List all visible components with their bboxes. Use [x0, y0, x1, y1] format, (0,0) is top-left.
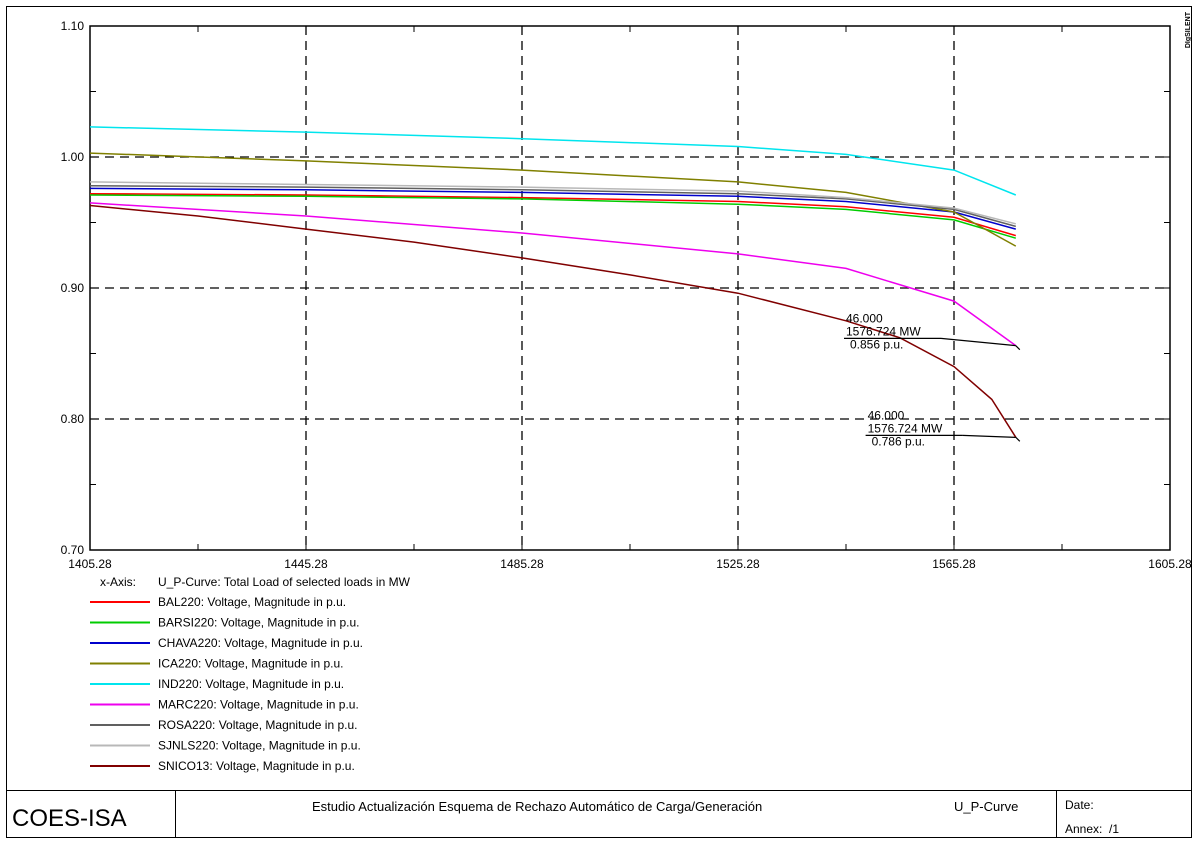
- annotation-text: 46.000: [846, 311, 883, 325]
- grid: [90, 26, 1170, 550]
- annex-label: Annex: /1: [1065, 822, 1119, 836]
- y-tick-label: 1.00: [61, 150, 85, 164]
- legend-label: ROSA220: Voltage, Magnitude in p.u.: [158, 718, 357, 732]
- x-axis-prefix: x-Axis:: [100, 575, 136, 589]
- annotation-leader: [962, 434, 1016, 438]
- x-tick-label: 1485.28: [500, 557, 544, 571]
- annotation-text: 0.786 p.u.: [872, 434, 925, 448]
- x-tick-label: 1445.28: [284, 557, 328, 571]
- annotation-text: 1576.724 MW: [868, 421, 943, 435]
- annotation-leader: [940, 337, 1016, 347]
- y-tick-label: 0.90: [61, 281, 85, 295]
- annotation-tip: [1015, 345, 1021, 351]
- x-tick-label: 1525.28: [716, 557, 760, 571]
- legend-label: ICA220: Voltage, Magnitude in p.u.: [158, 657, 343, 671]
- series-line-1: [89, 194, 1017, 239]
- series-line-0: [89, 192, 1017, 237]
- y-tick-label: 1.10: [61, 19, 85, 33]
- page-name: U_P-Curve: [954, 799, 1019, 814]
- axis-ticks: 1405.28 1445.28 1485.28 1525.28 1565.28 1605.…: [61, 19, 1192, 571]
- plot-frame: [6, 6, 1192, 838]
- x-tick-label: 1565.28: [932, 557, 976, 571]
- annotation-text: 0.856 p.u.: [850, 337, 903, 351]
- legend-label: MARC220: Voltage, Magnitude in p.u.: [158, 698, 359, 712]
- legend-label: BARSI220: Voltage, Magnitude in p.u.: [158, 616, 359, 630]
- x-tick-label: 1405.28: [68, 557, 112, 571]
- series-line-8: [89, 204, 1017, 438]
- legend-label: BAL220: Voltage, Magnitude in p.u.: [158, 595, 346, 609]
- x-tick-label: 1605.28: [1148, 557, 1192, 571]
- series-line-3: [89, 152, 1017, 247]
- annotation-text: 1576.724 MW: [846, 324, 921, 338]
- legend: x-Axis: U_P-Curve: Total Load of selected…: [90, 575, 411, 773]
- annex-value: /1: [1109, 822, 1120, 836]
- series-line-7: [89, 181, 1016, 225]
- y-tick-label: 0.70: [61, 543, 85, 557]
- date-cell: Date: Annex: /1: [1056, 791, 1192, 837]
- legend-label: SJNLS220: Voltage, Magnitude in p.u.: [158, 739, 361, 753]
- project-title: Estudio Actualización Esquema de Rechazo…: [312, 799, 763, 814]
- annotation-text: 46.000: [868, 408, 905, 422]
- y-tick-label: 0.80: [61, 412, 85, 426]
- date-label: Date:: [1065, 798, 1094, 812]
- series-line-6: [89, 185, 1016, 228]
- project-title-cell: Estudio Actualización Esquema de Rechazo…: [176, 791, 1056, 837]
- brand-mark: DIgSILENT: [1185, 12, 1192, 49]
- legend-label: CHAVA220: Voltage, Magnitude in p.u.: [158, 636, 363, 650]
- annotation-tip: [1015, 436, 1021, 442]
- title-block: COES-ISA Estudio Actualización Esquema d…: [6, 790, 1192, 838]
- x-axis-label: U_P-Curve: Total Load of selected loads …: [158, 575, 411, 589]
- legend-label: SNICO13: Voltage, Magnitude in p.u.: [158, 759, 355, 773]
- annex-text: Annex:: [1065, 822, 1103, 836]
- series-group: [89, 126, 1017, 438]
- series-line-5: [89, 202, 1017, 347]
- series-line-4: [89, 126, 1017, 196]
- legend-label: IND220: Voltage, Magnitude in p.u.: [158, 677, 344, 691]
- company-name: COES-ISA: [6, 791, 176, 837]
